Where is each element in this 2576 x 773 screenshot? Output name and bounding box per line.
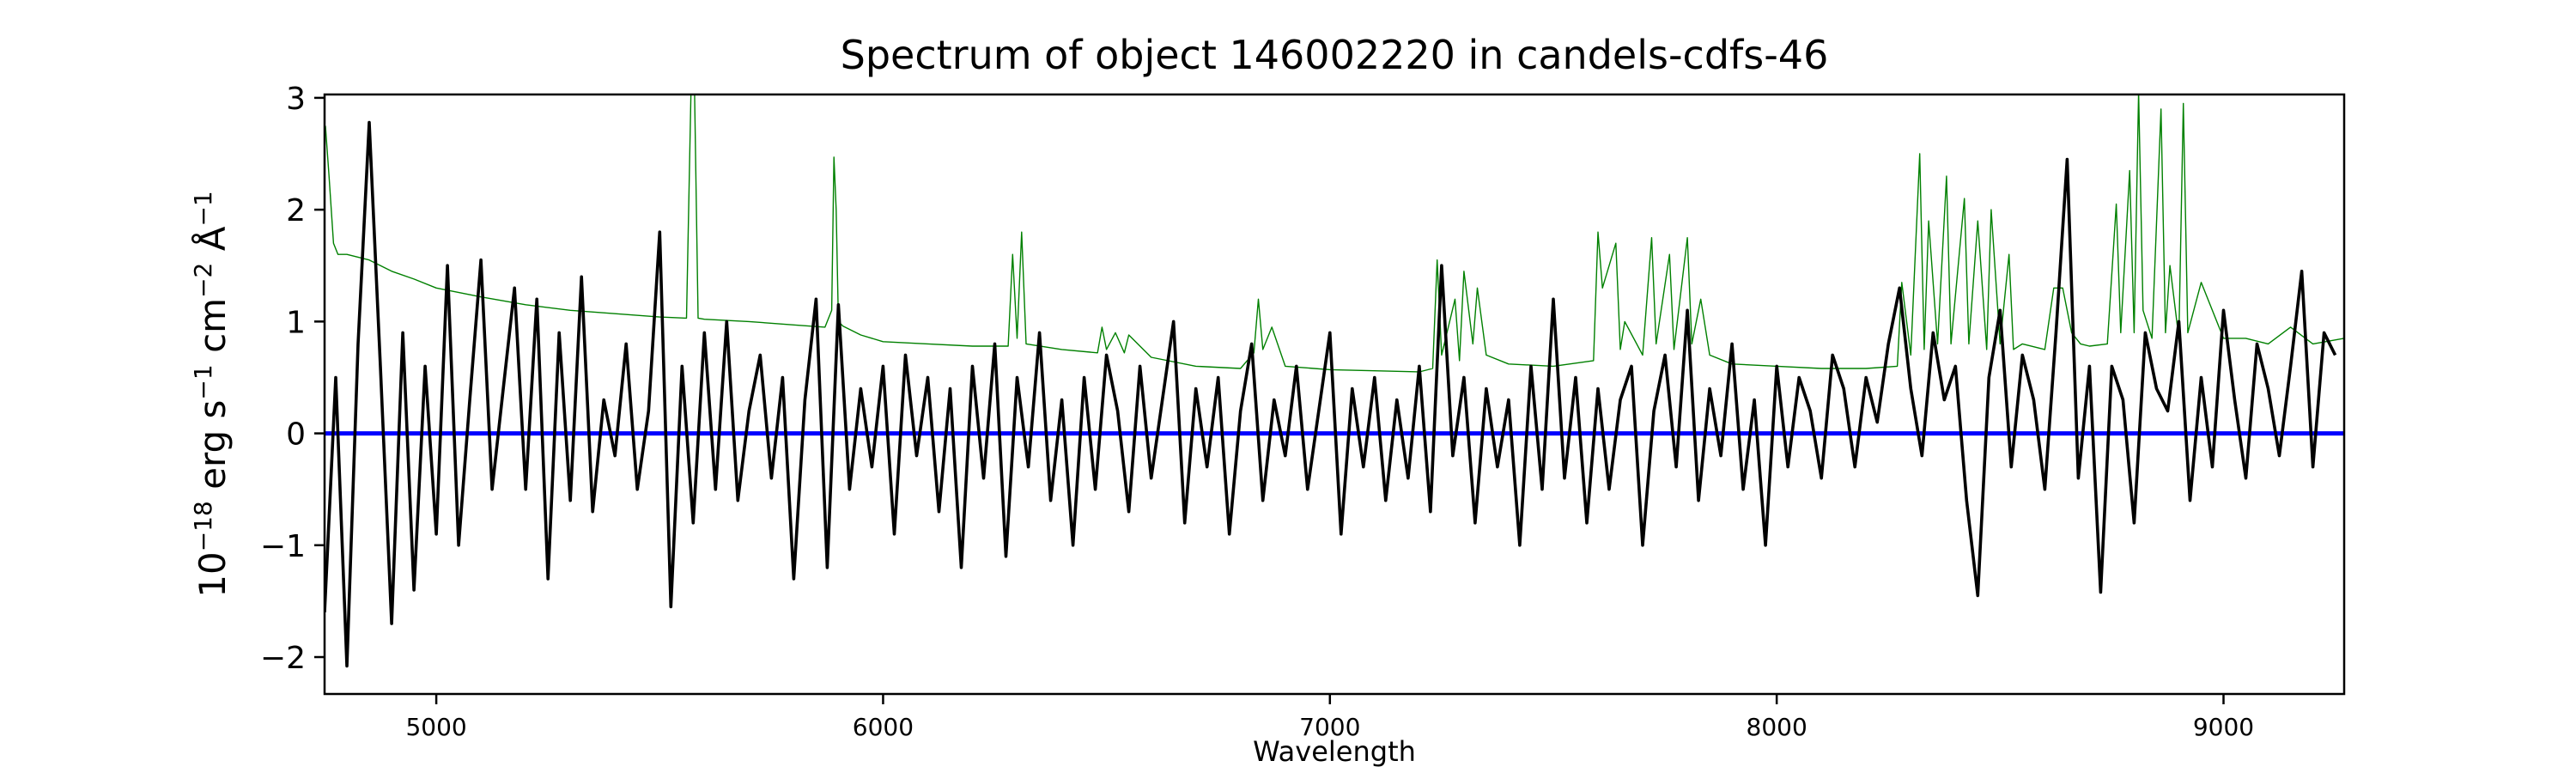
- y-axis-label: 10−18 erg s−1 cm−2 Å−1: [189, 191, 234, 597]
- x-tick-label: 8000: [1747, 713, 1807, 741]
- y-tick-label: −2: [260, 641, 306, 676]
- y-label-unit: cm: [191, 298, 234, 364]
- x-tick-label: 7000: [1299, 713, 1360, 741]
- series-layer: [325, 94, 2344, 668]
- y-label-exp: −2: [189, 263, 217, 298]
- y-label-unit: Å: [191, 226, 234, 262]
- y-label-exp: −1: [189, 191, 217, 226]
- chart-title: Spectrum of object 146002220 in candels-…: [841, 32, 1829, 78]
- x-tick-label: 5000: [405, 713, 466, 741]
- x-axis-label: Wavelength: [1253, 735, 1416, 768]
- y-tick-label: −1: [260, 529, 306, 564]
- y-axis: −2 −1 0 1 2 3: [260, 82, 325, 676]
- y-label-unit: erg s: [191, 400, 234, 502]
- x-tick-label: 6000: [853, 713, 914, 741]
- x-tick-label: 9000: [2193, 713, 2254, 741]
- y-tick-label: 0: [286, 417, 306, 453]
- y-tick-label: 1: [286, 305, 306, 340]
- y-label-base: 10: [191, 551, 234, 597]
- y-label-exp: −1: [189, 364, 217, 399]
- plot-frame: [323, 93, 2346, 696]
- flux-series-line: [325, 120, 2337, 668]
- y-tick-label: 3: [286, 82, 306, 117]
- error-series-line: [325, 94, 2344, 373]
- y-label-exp: −18: [189, 501, 217, 551]
- y-tick-label: 2: [286, 193, 306, 228]
- x-axis: 5000 6000 7000 8000 9000: [405, 694, 2254, 741]
